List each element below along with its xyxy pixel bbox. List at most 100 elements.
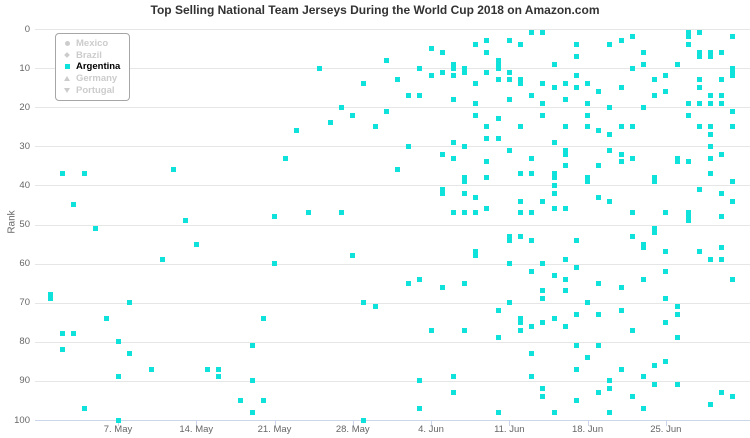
data-point-argentina[interactable] — [730, 198, 736, 204]
data-point-argentina[interactable] — [428, 73, 434, 79]
data-point-argentina[interactable] — [484, 49, 490, 55]
data-point-argentina[interactable] — [249, 378, 255, 384]
data-point-argentina[interactable] — [495, 116, 501, 122]
data-point-argentina[interactable] — [339, 104, 345, 110]
data-point-argentina[interactable] — [685, 112, 691, 118]
data-point-argentina[interactable] — [696, 77, 702, 83]
data-point-argentina[interactable] — [562, 151, 568, 157]
data-point-argentina[interactable] — [450, 374, 456, 380]
data-point-argentina[interactable] — [395, 167, 400, 173]
data-point-argentina[interactable] — [506, 147, 512, 153]
data-point-argentina[interactable] — [272, 261, 278, 267]
data-point-argentina[interactable] — [260, 397, 266, 403]
data-point-argentina[interactable] — [730, 178, 736, 184]
data-point-argentina[interactable] — [383, 57, 389, 63]
data-point-argentina[interactable] — [685, 159, 691, 165]
data-point-argentina[interactable] — [529, 155, 535, 161]
data-point-argentina[interactable] — [160, 257, 166, 263]
data-point-argentina[interactable] — [685, 210, 691, 216]
data-point-argentina[interactable] — [540, 100, 546, 106]
data-point-argentina[interactable] — [540, 319, 546, 325]
legend-item-germany[interactable]: Germany — [62, 73, 120, 85]
data-point-argentina[interactable] — [663, 319, 669, 325]
data-point-argentina[interactable] — [562, 163, 568, 169]
data-point-argentina[interactable] — [663, 89, 669, 95]
data-point-argentina[interactable] — [607, 42, 613, 48]
data-point-argentina[interactable] — [81, 405, 87, 411]
data-point-argentina[interactable] — [663, 358, 669, 364]
data-point-argentina[interactable] — [529, 30, 535, 36]
data-point-argentina[interactable] — [596, 194, 602, 200]
data-point-argentina[interactable] — [517, 81, 523, 87]
data-point-argentina[interactable] — [719, 49, 725, 55]
legend-item-portugal[interactable]: Portugal — [62, 84, 120, 96]
data-point-argentina[interactable] — [551, 175, 557, 181]
data-point-argentina[interactable] — [406, 143, 412, 149]
data-point-argentina[interactable] — [361, 81, 367, 87]
data-point-argentina[interactable] — [372, 124, 378, 130]
data-point-argentina[interactable] — [685, 30, 691, 36]
data-point-argentina[interactable] — [484, 124, 490, 130]
data-point-argentina[interactable] — [708, 92, 714, 98]
data-point-argentina[interactable] — [551, 409, 557, 415]
data-point-argentina[interactable] — [562, 96, 568, 102]
data-point-argentina[interactable] — [719, 151, 725, 157]
data-point-argentina[interactable] — [685, 214, 691, 220]
data-point-argentina[interactable] — [495, 65, 501, 71]
data-point-argentina[interactable] — [428, 327, 434, 333]
data-point-argentina[interactable] — [462, 327, 468, 333]
data-point-argentina[interactable] — [730, 65, 736, 71]
data-point-argentina[interactable] — [708, 401, 714, 407]
data-point-argentina[interactable] — [719, 390, 725, 396]
data-point-argentina[interactable] — [730, 394, 736, 400]
data-point-argentina[interactable] — [406, 280, 412, 286]
data-point-argentina[interactable] — [573, 366, 579, 372]
data-point-argentina[interactable] — [629, 65, 635, 71]
data-point-argentina[interactable] — [495, 409, 501, 415]
data-point-argentina[interactable] — [182, 218, 188, 224]
data-point-argentina[interactable] — [640, 61, 646, 67]
data-point-argentina[interactable] — [372, 304, 378, 310]
data-point-argentina[interactable] — [596, 390, 602, 396]
data-point-argentina[interactable] — [350, 112, 356, 118]
data-point-argentina[interactable] — [104, 315, 110, 321]
data-point-argentina[interactable] — [719, 190, 725, 196]
data-point-argentina[interactable] — [193, 241, 199, 247]
data-point-argentina[interactable] — [506, 69, 512, 75]
data-point-argentina[interactable] — [730, 69, 736, 75]
data-point-argentina[interactable] — [618, 38, 624, 44]
data-point-argentina[interactable] — [562, 257, 568, 263]
data-point-argentina[interactable] — [696, 124, 702, 130]
data-point-argentina[interactable] — [607, 132, 613, 138]
data-point-argentina[interactable] — [417, 92, 423, 98]
data-point-argentina[interactable] — [450, 390, 456, 396]
data-point-argentina[interactable] — [562, 206, 568, 212]
data-point-argentina[interactable] — [719, 214, 725, 220]
legend-item-argentina[interactable]: Argentina — [62, 61, 120, 73]
data-point-argentina[interactable] — [685, 34, 691, 40]
data-point-argentina[interactable] — [462, 210, 468, 216]
data-point-argentina[interactable] — [93, 225, 99, 231]
data-point-argentina[interactable] — [585, 300, 591, 306]
data-point-argentina[interactable] — [685, 218, 691, 224]
data-point-argentina[interactable] — [450, 139, 456, 145]
data-point-argentina[interactable] — [540, 296, 546, 302]
data-point-argentina[interactable] — [495, 335, 501, 341]
data-point-argentina[interactable] — [417, 276, 423, 282]
data-point-argentina[interactable] — [473, 253, 479, 259]
data-point-argentina[interactable] — [339, 210, 345, 216]
data-point-argentina[interactable] — [495, 57, 501, 63]
data-point-argentina[interactable] — [517, 171, 523, 177]
data-point-argentina[interactable] — [618, 308, 624, 314]
data-point-argentina[interactable] — [719, 92, 725, 98]
data-point-argentina[interactable] — [551, 85, 557, 91]
data-point-argentina[interactable] — [439, 186, 445, 192]
data-point-argentina[interactable] — [640, 374, 646, 380]
data-point-argentina[interactable] — [529, 210, 535, 216]
data-point-argentina[interactable] — [272, 214, 278, 220]
data-point-argentina[interactable] — [517, 315, 523, 321]
data-point-argentina[interactable] — [607, 198, 613, 204]
data-point-argentina[interactable] — [484, 69, 490, 75]
data-point-argentina[interactable] — [640, 49, 646, 55]
data-point-argentina[interactable] — [540, 261, 546, 267]
